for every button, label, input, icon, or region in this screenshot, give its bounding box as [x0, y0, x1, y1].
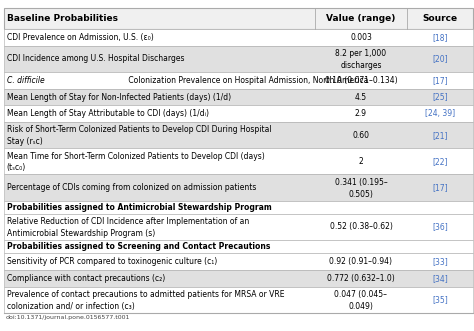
Text: [24, 39]: [24, 39]: [425, 109, 455, 118]
Bar: [4, 287, 473, 313]
Bar: [4, 201, 473, 214]
Text: 0.10 (0.071–0.134): 0.10 (0.071–0.134): [325, 76, 397, 85]
Text: Probabilities assigned to Antimicrobial Stewardship Program: Probabilities assigned to Antimicrobial …: [7, 203, 272, 212]
Text: CDI Incidence among U.S. Hospital Discharges: CDI Incidence among U.S. Hospital Discha…: [7, 54, 184, 64]
Text: 2.9: 2.9: [355, 109, 367, 118]
Text: Mean Length of Stay Attributable to CDI (days) (1/dᵢ): Mean Length of Stay Attributable to CDI …: [7, 109, 209, 118]
Text: Risk of Short-Term Colonized Patients to Develop CDI During Hospital: Risk of Short-Term Colonized Patients to…: [7, 125, 271, 134]
Text: Value (range): Value (range): [326, 14, 396, 23]
Text: [34]: [34]: [432, 274, 448, 283]
Bar: [4, 148, 473, 174]
Text: 2: 2: [358, 157, 364, 166]
Text: [17]: [17]: [432, 76, 447, 85]
Text: Stay (rₛᴄ): Stay (rₛᴄ): [7, 137, 42, 146]
Text: Sensitivity of PCR compared to toxinogenic culture (c₁): Sensitivity of PCR compared to toxinogen…: [7, 257, 217, 266]
Text: 0.60: 0.60: [353, 131, 369, 140]
Text: 4.5: 4.5: [355, 93, 367, 102]
Text: Mean Time for Short-Term Colonized Patients to Develop CDI (days): Mean Time for Short-Term Colonized Patie…: [7, 152, 264, 161]
Text: Antimicrobial Stewardship Program (s): Antimicrobial Stewardship Program (s): [7, 229, 155, 238]
Text: Percentage of CDIs coming from colonized on admission patients: Percentage of CDIs coming from colonized…: [7, 183, 256, 192]
Text: [36]: [36]: [432, 222, 448, 231]
Text: Probabilities assigned to Screening and Contact Precautions: Probabilities assigned to Screening and …: [7, 242, 270, 251]
Text: [21]: [21]: [432, 131, 447, 140]
Text: [18]: [18]: [432, 33, 447, 42]
Text: 0.049): 0.049): [348, 302, 374, 311]
Text: Colonization Prevalence on Hospital Admission, North America: Colonization Prevalence on Hospital Admi…: [126, 76, 368, 85]
Text: 0.341 (0.195–: 0.341 (0.195–: [335, 178, 387, 187]
Text: colonization and/ or infection (c₃): colonization and/ or infection (c₃): [7, 302, 135, 311]
Text: C. difficile: C. difficile: [7, 76, 45, 85]
Bar: [4, 72, 473, 89]
Text: (tₛᴄ₀): (tₛᴄ₀): [7, 164, 26, 172]
Text: Baseline Probabilities: Baseline Probabilities: [7, 14, 118, 23]
Text: 8.2 per 1,000: 8.2 per 1,000: [336, 49, 386, 58]
Bar: [4, 89, 473, 106]
Text: Source: Source: [422, 14, 457, 23]
Text: 0.52 (0.38–0.62): 0.52 (0.38–0.62): [329, 222, 392, 231]
Text: [33]: [33]: [432, 257, 448, 266]
Text: doi:10.1371/journal.pone.0156577.t001: doi:10.1371/journal.pone.0156577.t001: [6, 315, 130, 320]
Text: [25]: [25]: [432, 93, 447, 102]
Bar: [4, 270, 473, 287]
Text: [20]: [20]: [432, 54, 447, 64]
Text: 0.003: 0.003: [350, 33, 372, 42]
Bar: [4, 174, 473, 201]
Text: [17]: [17]: [432, 183, 447, 192]
Text: 0.772 (0.632–1.0): 0.772 (0.632–1.0): [327, 274, 395, 283]
Text: [22]: [22]: [432, 157, 447, 166]
Text: [35]: [35]: [432, 295, 448, 304]
Bar: [4, 214, 473, 240]
Text: 0.505): 0.505): [348, 190, 374, 199]
Bar: [4, 240, 473, 253]
Text: Mean Length of Stay for Non-Infected Patients (days) (1/d): Mean Length of Stay for Non-Infected Pat…: [7, 93, 231, 102]
Bar: [4, 46, 473, 72]
Bar: [4, 29, 473, 46]
Bar: [4, 253, 473, 270]
Bar: [4, 122, 473, 148]
Text: discharges: discharges: [340, 61, 382, 70]
Bar: [4, 8, 473, 29]
Text: 0.047 (0.045–: 0.047 (0.045–: [335, 290, 387, 299]
Text: Relative Reduction of CDI Incidence after Implementation of an: Relative Reduction of CDI Incidence afte…: [7, 217, 249, 226]
Text: 0.92 (0.91–0.94): 0.92 (0.91–0.94): [329, 257, 392, 266]
Text: Compliance with contact precautions (c₂): Compliance with contact precautions (c₂): [7, 274, 165, 283]
Text: CDI Prevalence on Admission, U.S. (ε₀): CDI Prevalence on Admission, U.S. (ε₀): [7, 33, 154, 42]
Text: Prevalence of contact precautions to admitted patients for MRSA or VRE: Prevalence of contact precautions to adm…: [7, 290, 284, 299]
Bar: [4, 106, 473, 122]
